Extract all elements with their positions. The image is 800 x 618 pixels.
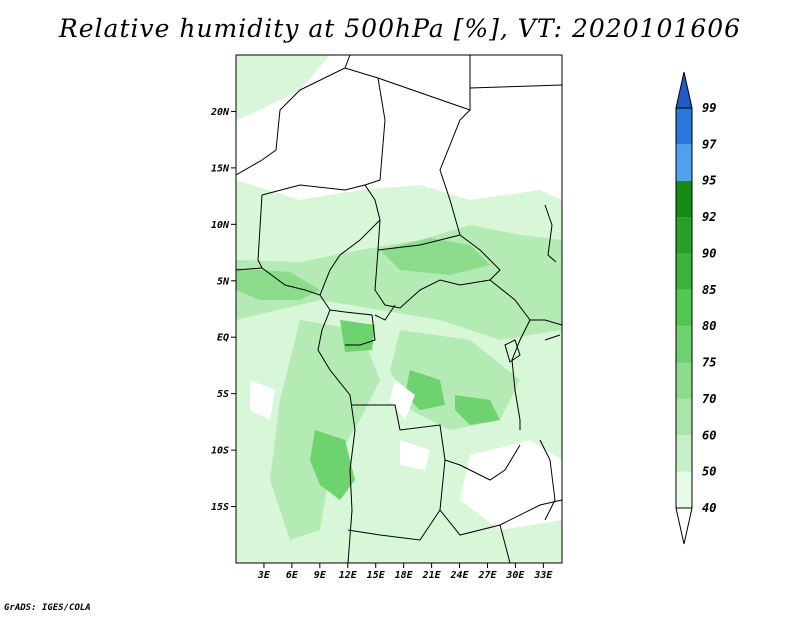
lon-tick-label: 9E (314, 570, 327, 581)
map-panel (236, 55, 562, 563)
humidity-region (250, 380, 275, 420)
colorbar-level-label: 60 (702, 428, 716, 442)
colorbar-bin (676, 398, 692, 436)
lat-tick-label: 20N (210, 107, 230, 118)
border-line (329, 309, 376, 346)
colorbar-level-label: 70 (702, 392, 716, 406)
colorbar-bin (676, 326, 692, 363)
humidity-region (236, 268, 320, 300)
colorbar-bin (676, 217, 692, 254)
colorbar-frame (675, 107, 693, 509)
humidity-region (310, 430, 355, 500)
colorbar-level-label: 90 (702, 246, 716, 260)
border-line (347, 509, 441, 541)
lon-tick-label: 12E (339, 570, 358, 581)
border-line (261, 89, 301, 161)
border-line (261, 184, 381, 296)
colorbar-level-label: 97 (702, 137, 717, 151)
border-line (544, 204, 557, 263)
border-line (374, 304, 396, 321)
colorbar-level-label: 95 (702, 174, 716, 188)
colorbar-level-label: 80 (702, 319, 716, 333)
lat-tick-label: EQ (217, 333, 229, 344)
humidity-region (340, 320, 375, 352)
humidity-region (390, 380, 415, 420)
humidity-region (400, 440, 430, 470)
lon-tick-label: 21E (422, 570, 442, 581)
colorbar-bin (676, 253, 692, 290)
colorbar-bin (676, 108, 692, 145)
border-line (236, 159, 263, 176)
lon-tick-label: 33E (533, 570, 553, 581)
colorbar-bin (676, 435, 692, 472)
colorbar-level-label: 75 (702, 356, 716, 370)
lat-tick-label: 5N (217, 276, 230, 287)
longitude-axis: 3E 6E 9E 12E 15E 18E 21E 24E 27E 30E 33E (257, 563, 553, 581)
humidity-region (455, 395, 500, 425)
colorbar: 40 50 60 70 75 80 85 90 92 95 97 99 (675, 71, 717, 545)
lat-tick-label: 10S (211, 446, 229, 457)
lon-tick-label: 27E (477, 570, 497, 581)
border-line (374, 109, 501, 309)
country-borders (236, 55, 562, 563)
lat-tick-label: 15N (211, 163, 230, 174)
humidity-region (236, 55, 330, 120)
lon-tick-label: 18E (395, 570, 414, 581)
lon-tick-label: 30E (505, 570, 525, 581)
border-line (439, 459, 562, 536)
border-line (377, 234, 461, 251)
latitude-axis: 20N 15N 10N 5N EQ 5S 10S 15S (210, 107, 236, 513)
border-line (499, 524, 511, 563)
coastline (236, 267, 356, 563)
lon-tick-label: 15E (367, 570, 386, 581)
humidity-region (405, 370, 445, 410)
map-frame (235, 54, 563, 564)
colorbar-level-label: 50 (702, 465, 716, 479)
colorbar-bin (676, 471, 692, 508)
map-title: Relative humidity at 500hPa [%], VT: 202… (58, 14, 742, 43)
border-line (469, 84, 562, 89)
border-line (344, 67, 386, 186)
humidity-region (236, 225, 562, 340)
border-line (544, 334, 561, 341)
colorbar-level-label: 85 (702, 283, 716, 297)
lat-tick-label: 5S (217, 389, 229, 400)
lat-tick-label: 10N (211, 220, 230, 231)
humidity-region (460, 440, 562, 530)
lon-tick-label: 6E (286, 570, 299, 581)
humidity-field (236, 55, 562, 563)
colorbar-bin (676, 180, 692, 218)
colorbar-level-label: 92 (702, 210, 716, 224)
lon-tick-label: 3E (257, 570, 271, 581)
colorbar-bin (676, 144, 692, 181)
humidity-region (270, 320, 380, 540)
border-line (539, 439, 556, 521)
colorbar-level-label: 99 (702, 101, 716, 115)
colorbar-bin (676, 289, 692, 327)
border-line (511, 319, 531, 430)
colorbar-over-triangle (675, 71, 693, 109)
border-line (257, 194, 263, 269)
lat-tick-label: 15S (211, 502, 229, 513)
colorbar-bin (676, 362, 692, 399)
colorbar-level-label: 40 (702, 501, 716, 515)
humidity-region (380, 238, 490, 275)
lon-tick-label: 24E (450, 570, 470, 581)
grads-credit: GrADS: IGES/COLA (4, 603, 91, 613)
colorbar-under-triangle (675, 507, 693, 545)
border-line (504, 339, 521, 363)
